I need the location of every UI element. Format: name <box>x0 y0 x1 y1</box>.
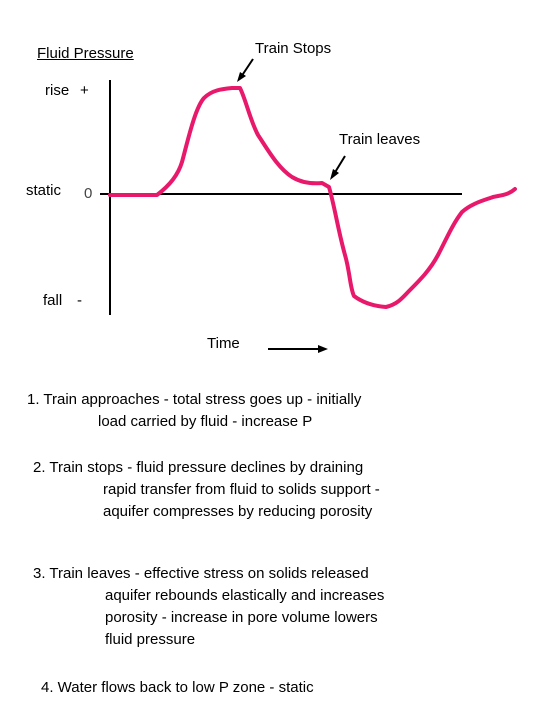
note-3: 3. Train leaves - effective stress on so… <box>33 563 384 651</box>
pressure-diagram <box>100 58 517 353</box>
time-label: Time <box>207 335 240 352</box>
note-4-line-1: 4. Water flows back to low P zone - stat… <box>41 679 314 696</box>
fall-sign: - <box>77 292 82 309</box>
note-1: 1. Train approaches - total stress goes … <box>27 389 361 433</box>
note-3-line-2: aquifer rebounds elastically and increas… <box>105 587 385 604</box>
train-leaves-arrow <box>330 155 346 180</box>
note-4: 4. Water flows back to low P zone - stat… <box>41 677 314 699</box>
note-1-line-1: 1. Train approaches - total stress goes … <box>27 391 362 408</box>
rise-label: rise <box>45 82 70 99</box>
note-2-line-3: aquifer compresses by reducing porosity <box>103 503 373 520</box>
train-stops-label: Train Stops <box>255 40 332 57</box>
rise-sign: + <box>80 82 89 99</box>
note-2: 2. Train stops - fluid pressure declines… <box>33 457 380 523</box>
train-stops-arrow <box>237 58 254 82</box>
note-3-line-3: porosity - increase in pore volume lower… <box>105 609 378 626</box>
note-2-line-1: 2. Train stops - fluid pressure declines… <box>33 459 364 476</box>
fall-label: fall <box>43 292 63 309</box>
note-2-line-2: rapid transfer from fluid to solids supp… <box>103 481 380 498</box>
note-1-line-2: load carried by fluid - increase P <box>98 413 313 430</box>
pressure-curve <box>108 86 517 309</box>
train-leaves-label: Train leaves <box>339 131 421 148</box>
diagram-title: Fluid Pressure <box>37 45 134 62</box>
time-arrow <box>268 345 328 353</box>
static-label: static <box>26 182 62 199</box>
zero-label: 0 <box>84 185 93 202</box>
note-3-line-4: fluid pressure <box>105 631 196 648</box>
note-3-line-1: 3. Train leaves - effective stress on so… <box>33 565 369 582</box>
